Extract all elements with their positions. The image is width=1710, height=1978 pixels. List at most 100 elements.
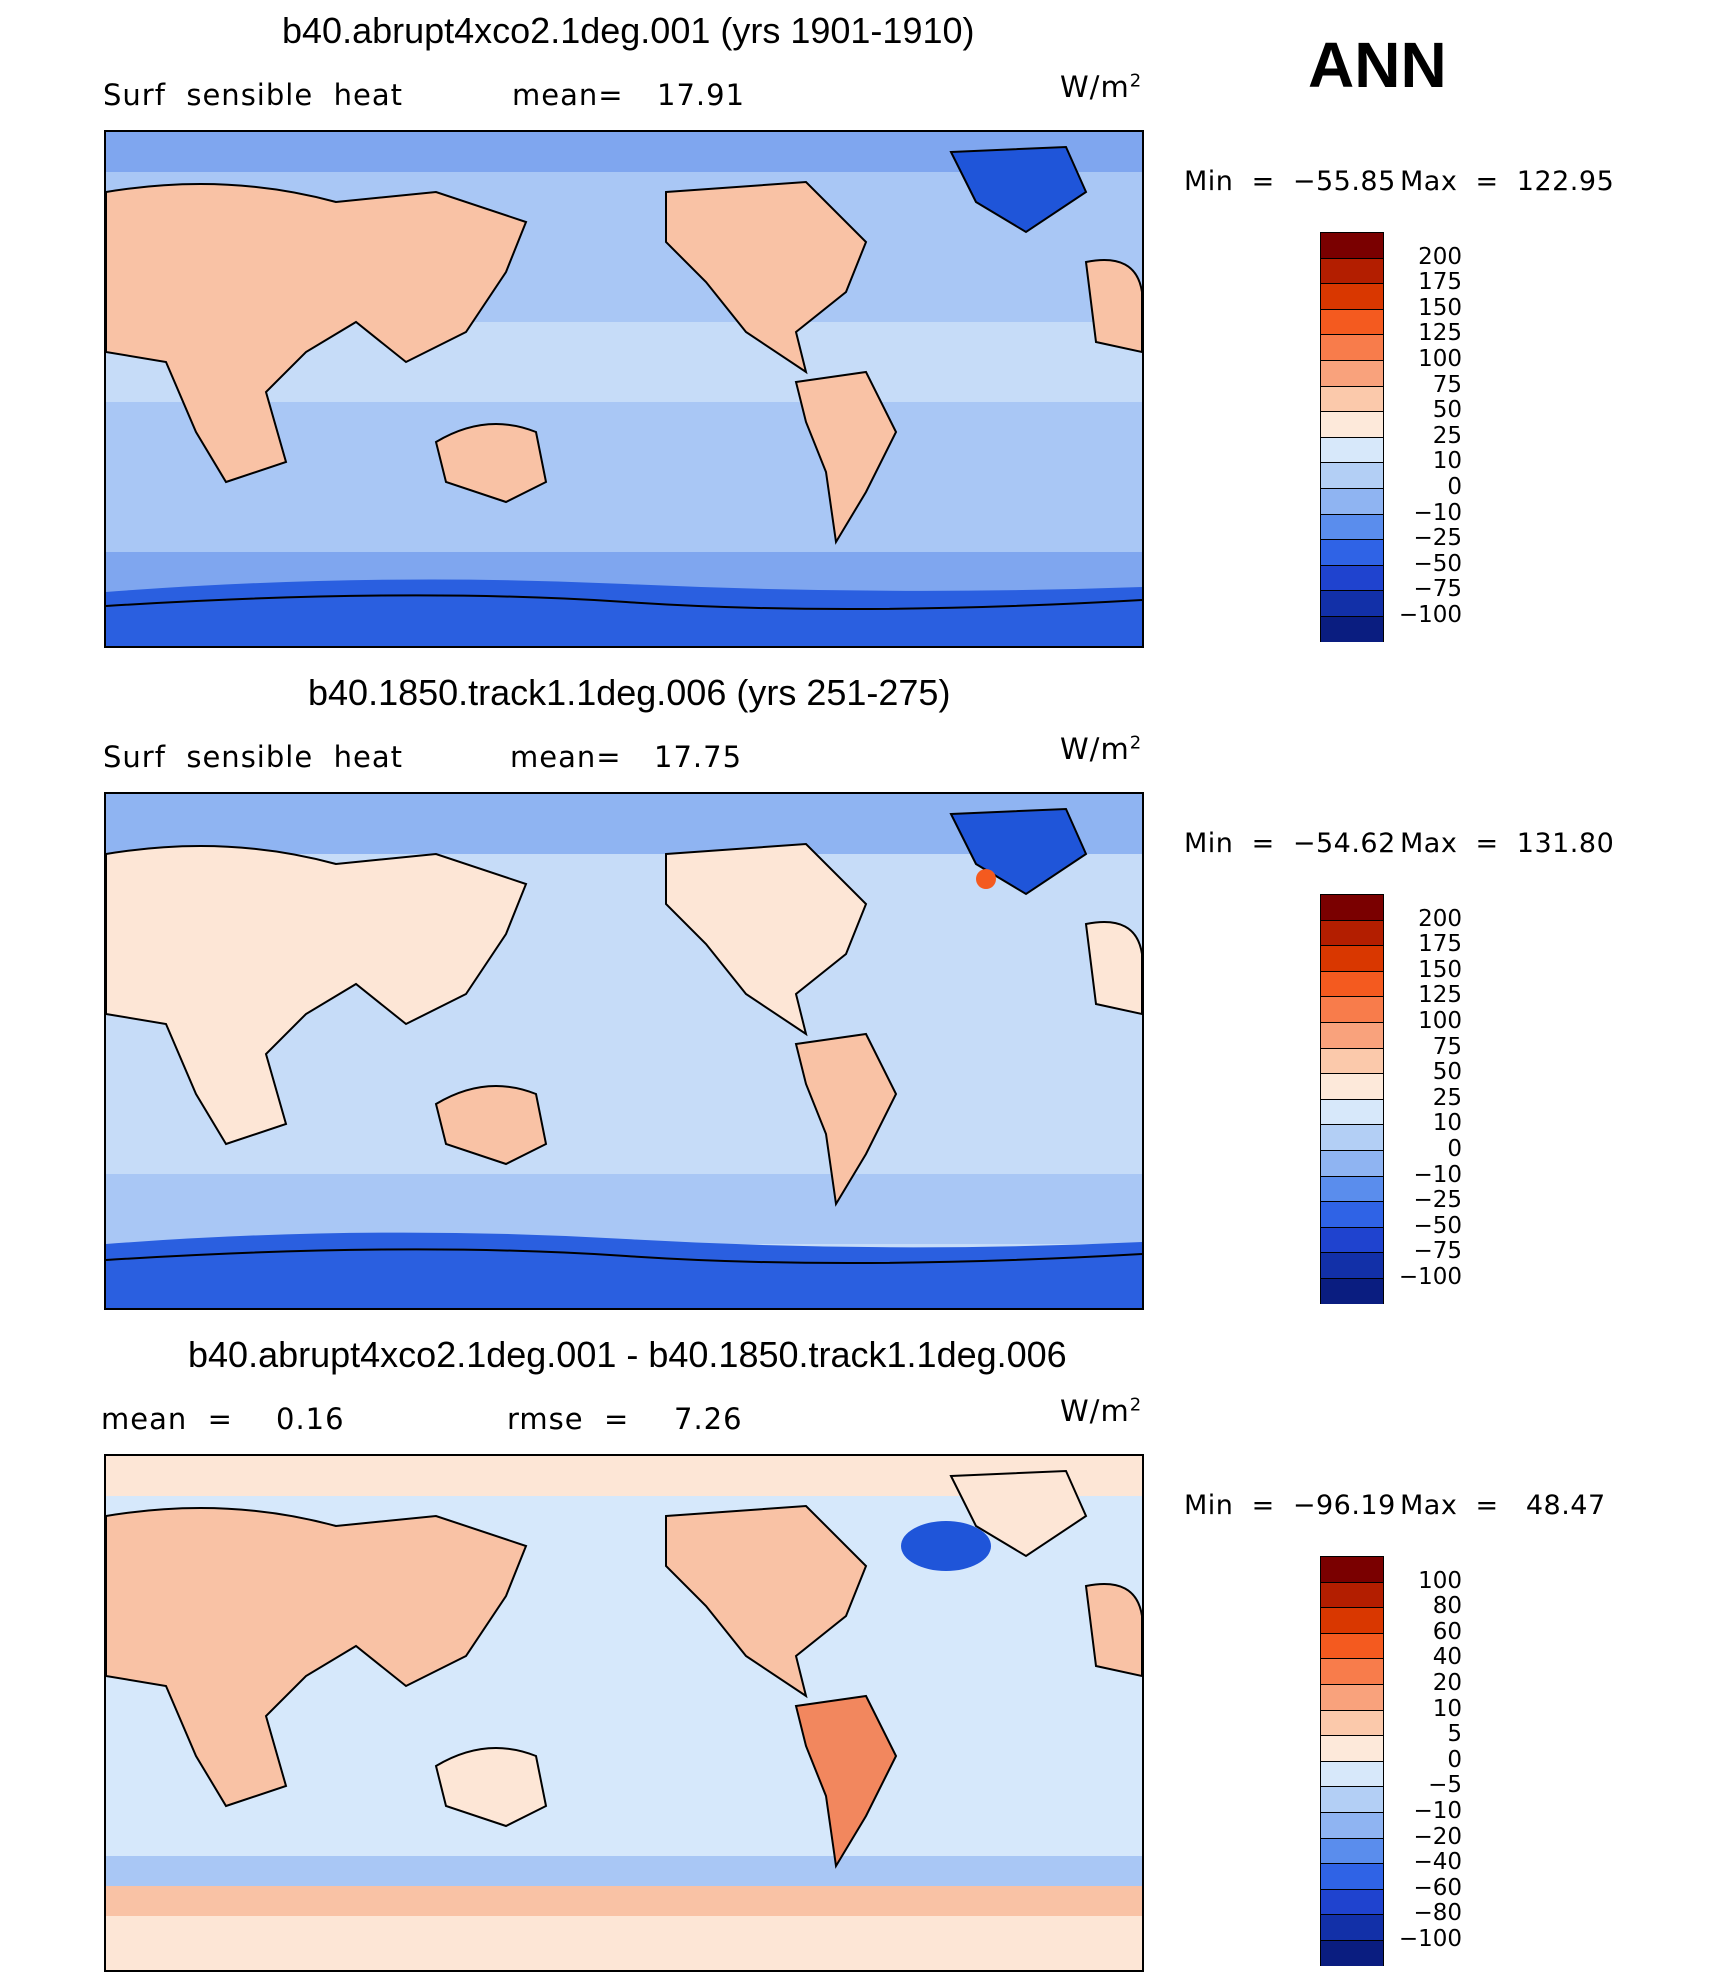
colorbar-tick-label: 60 — [1432, 1618, 1462, 1645]
colorbar-swatch — [1320, 1201, 1384, 1227]
colorbar-swatch — [1320, 996, 1384, 1022]
colorbar-tick-label: 100 — [1418, 1008, 1462, 1034]
colorbar-tick-label: −20 — [1413, 1823, 1462, 1850]
colorbar-tick-label: −40 — [1413, 1849, 1462, 1876]
panel3-max: Max = 48.47 — [1400, 1490, 1606, 1521]
colorbar-tick-label: 150 — [1418, 956, 1462, 983]
colorbar-tick-label: 0 — [1447, 1746, 1462, 1773]
colorbar-swatch — [1320, 1735, 1384, 1761]
colorbar-swatch — [1320, 590, 1384, 616]
panel1-units: W/m2 — [1060, 70, 1143, 104]
colorbar-tick-label: 10 — [1432, 1110, 1462, 1137]
colorbar-swatch — [1320, 334, 1384, 360]
colorbar-swatch — [1320, 1124, 1384, 1150]
colorbar-swatch — [1320, 1709, 1384, 1736]
colorbar-swatch — [1320, 1888, 1384, 1915]
season-label: ANN — [1308, 29, 1447, 101]
panel3-units: W/m2 — [1060, 1394, 1143, 1428]
colorbar-swatch — [1320, 1150, 1384, 1176]
colorbar-swatch — [1320, 411, 1384, 437]
colorbar-tick-label: −75 — [1413, 576, 1462, 603]
colorbar-swatch — [1320, 1252, 1384, 1278]
colorbar-swatch — [1320, 1760, 1384, 1787]
colorbar-swatch — [1320, 308, 1384, 335]
colorbar-tick-label: 80 — [1432, 1593, 1462, 1620]
panel1-max: Max = 122.95 — [1400, 166, 1615, 197]
colorbar-swatch — [1320, 945, 1384, 971]
colorbar-swatch — [1320, 1914, 1384, 1940]
panel3-rmse-value: 7.26 — [674, 1402, 743, 1436]
colorbar-tick-label: 50 — [1432, 1059, 1462, 1086]
colorbar-tick-label: 125 — [1418, 320, 1462, 347]
colorbar-tick-label: 0 — [1447, 474, 1462, 500]
colorbar-swatch — [1320, 616, 1384, 642]
colorbar-swatch — [1320, 539, 1384, 565]
colorbar-swatch — [1320, 385, 1384, 412]
colorbar-tick-label: 125 — [1418, 982, 1462, 1009]
colorbar-swatch — [1320, 1607, 1384, 1633]
colorbar-swatch — [1320, 1812, 1384, 1838]
colorbar-tick-label: 10 — [1432, 448, 1462, 475]
colorbar-swatch — [1320, 1175, 1384, 1202]
colorbar-swatch — [1320, 970, 1384, 997]
colorbar-tick-label: 150 — [1418, 294, 1462, 321]
panel1-title: b40.abrupt4xco2.1deg.001 (yrs 1901-1910) — [282, 10, 975, 51]
panel2-map — [104, 792, 1144, 1310]
colorbar-swatch — [1320, 1837, 1384, 1864]
colorbar-swatch — [1320, 232, 1384, 258]
colorbar-tick-label: 200 — [1418, 243, 1462, 270]
panel1-mean-label: mean= — [512, 78, 624, 112]
colorbar-tick-label: −100 — [1398, 1264, 1462, 1290]
colorbar-swatch — [1320, 1022, 1384, 1048]
colorbar-swatch — [1320, 1278, 1384, 1304]
colorbar-swatch — [1320, 564, 1384, 591]
colorbar-swatch — [1320, 1073, 1384, 1099]
colorbar-swatch — [1320, 1684, 1384, 1710]
panel1-mean-value: 17.91 — [657, 78, 746, 112]
colorbar-swatch — [1320, 1940, 1384, 1966]
colorbar-tick-label: −10 — [1413, 1161, 1462, 1188]
colorbar-swatch — [1320, 1658, 1384, 1684]
colorbar-tick-label: 75 — [1432, 1033, 1462, 1060]
panel3-title: b40.abrupt4xco2.1deg.001 - b40.1850.trac… — [188, 1334, 1067, 1375]
panel3-rmse-label: rmse = — [507, 1402, 630, 1436]
colorbar-swatch — [1320, 1632, 1384, 1659]
colorbar-swatch — [1320, 1098, 1384, 1125]
colorbar-swatch — [1320, 488, 1384, 514]
colorbar-swatch — [1320, 1581, 1384, 1608]
colorbar-tick-label: 175 — [1418, 931, 1462, 958]
colorbar-tick-label: −25 — [1413, 525, 1462, 552]
colorbar-tick-label: 10 — [1432, 1695, 1462, 1722]
colorbar-swatch — [1320, 462, 1384, 488]
panel2-units: W/m2 — [1060, 732, 1143, 766]
colorbar-tick-label: 40 — [1432, 1644, 1462, 1671]
colorbar-tick-label: −10 — [1413, 499, 1462, 526]
colorbar-tick-label: 25 — [1432, 1084, 1462, 1111]
colorbar-tick-label: −60 — [1413, 1874, 1462, 1901]
colorbar-swatch — [1320, 360, 1384, 386]
colorbar-tick-label: 0 — [1447, 1136, 1462, 1162]
colorbar-tick-label: 100 — [1418, 346, 1462, 372]
panel2-max: Max = 131.80 — [1400, 828, 1615, 859]
colorbar-tick-label: −10 — [1413, 1798, 1462, 1824]
colorbar-swatch — [1320, 257, 1384, 284]
colorbar-tick-label: 50 — [1432, 397, 1462, 424]
colorbar-tick-label: 200 — [1418, 905, 1462, 932]
colorbar-tick-label: −80 — [1413, 1900, 1462, 1927]
colorbar-tick-label: 20 — [1432, 1670, 1462, 1696]
panel3-min: Min = −96.19 — [1184, 1490, 1396, 1521]
colorbar-tick-label: −25 — [1413, 1187, 1462, 1214]
panel2-mean-label: mean= — [510, 740, 622, 774]
panel1-min: Min = −55.85 — [1184, 166, 1396, 197]
panel3-mean-value: 0.16 — [276, 1402, 345, 1436]
colorbar-swatch — [1320, 1226, 1384, 1253]
panel2-mean-value: 17.75 — [654, 740, 743, 774]
colorbar-swatch — [1320, 919, 1384, 946]
panel2-title: b40.1850.track1.1deg.006 (yrs 251-275) — [308, 672, 951, 713]
panel1-variable-label: Surf sensible heat — [103, 78, 403, 112]
colorbar-tick-label: −50 — [1413, 1212, 1462, 1239]
panel2-variable-label: Surf sensible heat — [103, 740, 403, 774]
colorbar-tick-label: 100 — [1418, 1567, 1462, 1594]
colorbar-swatch — [1320, 513, 1384, 540]
colorbar-tick-label: −50 — [1413, 550, 1462, 577]
